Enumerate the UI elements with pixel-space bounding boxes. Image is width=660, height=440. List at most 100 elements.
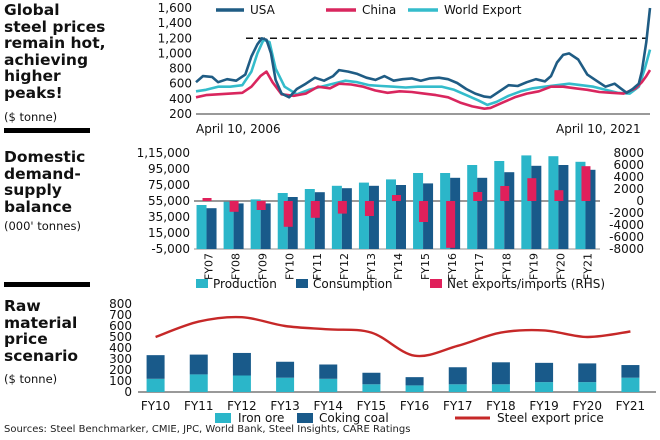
x-tick-label: FY21	[581, 253, 594, 280]
x-tick-label: FY15	[419, 253, 432, 280]
bar-net-exports	[310, 201, 320, 218]
series-line-usa	[195, 7, 652, 99]
y-right-tick-label: 8000	[613, 146, 644, 160]
x-tick-label: FY10	[284, 253, 297, 280]
panel1-title-line: peaks!	[4, 83, 63, 102]
y-tick-label: 15,000	[148, 226, 190, 240]
bar-iron-ore	[146, 378, 165, 392]
y-tick-label: 100	[109, 374, 132, 388]
bar-iron-ore	[448, 384, 467, 392]
bar-iron-ore	[405, 385, 424, 392]
y-tick-label: 700	[109, 308, 132, 322]
x-tick-label: FY14	[313, 399, 343, 413]
legend-label: Net exports/imports (RHS)	[447, 277, 605, 291]
source-note: Sources: Steel Benchmarker, CMIE, JPC, W…	[4, 424, 411, 435]
panel3-title-line: price	[4, 330, 48, 348]
bar-coking-coal	[189, 354, 208, 375]
x-tick-label: FY15	[357, 399, 387, 413]
bar-net-exports	[446, 201, 456, 248]
x-tick-label: FY07	[203, 253, 216, 280]
y-tick-label: 200	[109, 363, 132, 377]
y-tick-label: 1,000	[158, 46, 192, 60]
panel3-title: Raw material price scenario	[4, 298, 78, 364]
bar-production	[277, 193, 288, 249]
bar-coking-coal	[578, 363, 597, 383]
line-steel-export-price	[155, 315, 631, 358]
bar-production	[467, 165, 478, 249]
y-tick-label: 95,000	[148, 162, 190, 176]
panel1-title-line: steel prices	[4, 17, 106, 36]
bar-net-exports	[500, 186, 510, 201]
y-right-tick-label: -4000	[609, 218, 644, 232]
bar-coking-coal	[146, 355, 165, 379]
bar-coking-coal	[232, 352, 251, 376]
panel2-title-line: demand-	[4, 164, 81, 183]
panel1-divider	[4, 128, 90, 133]
bar-production	[358, 182, 369, 249]
bar-consumption	[504, 172, 515, 249]
bar-consumption	[531, 165, 542, 249]
bar-net-exports	[337, 201, 347, 214]
bar-production	[494, 161, 505, 249]
bar-net-exports	[581, 166, 591, 201]
bar-coking-coal	[621, 365, 640, 378]
legend-label: Production	[213, 277, 277, 291]
x-tick-label: FY21	[616, 399, 646, 413]
bar-production	[575, 161, 586, 249]
panel2-title-line: balance	[4, 197, 73, 216]
legend-swatch	[297, 413, 313, 423]
y-tick-label: 75,000	[148, 178, 190, 192]
bar-net-exports	[419, 201, 429, 222]
y-tick-label: 0	[124, 385, 132, 399]
bar-production	[521, 155, 532, 249]
bar-production	[548, 156, 559, 249]
y-right-tick-label: 4000	[613, 170, 644, 184]
bar-production	[196, 205, 207, 249]
bar-consumption	[396, 185, 406, 249]
x-tick-label: FY10	[141, 399, 171, 413]
panel3-title-line: material	[4, 313, 78, 332]
legend-label: Coking coal	[319, 411, 389, 425]
bar-iron-ore	[491, 384, 510, 392]
bar-coking-coal	[362, 372, 381, 385]
x-tick-label: FY16	[400, 399, 430, 413]
series-line-china	[195, 69, 652, 110]
y-tick-label: 400	[169, 92, 192, 106]
bar-consumption	[585, 169, 596, 249]
y-right-tick-label: -6000	[609, 230, 644, 244]
bar-production	[440, 173, 451, 249]
bar-consumption	[206, 208, 217, 249]
bar-consumption	[341, 188, 352, 249]
x-start-label: April 10, 2006	[196, 122, 281, 136]
legend-label: USA	[250, 3, 276, 17]
x-tick-label: FY20	[554, 253, 567, 280]
panel1-title-line: remain hot,	[4, 34, 106, 52]
bar-iron-ore	[319, 378, 338, 392]
y-tick-label: 800	[169, 62, 192, 76]
y-tick-label: 1,15,000	[137, 146, 190, 160]
legend-label: Iron ore	[238, 411, 284, 425]
y-tick-label: 1,600	[158, 1, 192, 15]
bar-consumption	[260, 203, 271, 249]
panel2-divider	[4, 282, 90, 287]
x-tick-label: FY13	[270, 399, 300, 413]
bar-net-exports	[527, 178, 537, 201]
y-right-tick-label: -8000	[609, 242, 644, 256]
bar-iron-ore	[276, 377, 295, 392]
bar-consumption	[477, 177, 488, 249]
y-tick-label: 600	[109, 319, 132, 333]
bar-consumption	[558, 165, 569, 249]
legend-label: Steel export price	[497, 411, 604, 425]
y-tick-label: 500	[109, 330, 132, 344]
bar-consumption	[233, 203, 244, 249]
x-tick-label: FY09	[257, 253, 270, 280]
bar-coking-coal	[276, 361, 295, 378]
bar-production	[331, 185, 342, 249]
x-tick-label: FY17	[443, 399, 473, 413]
y-tick-label: 400	[109, 341, 132, 355]
panel1-title-line: achieving	[4, 50, 89, 69]
x-tick-label: FY18	[486, 399, 516, 413]
panel3-title-line: Raw	[4, 297, 41, 315]
x-tick-label: FY19	[529, 399, 559, 413]
bar-production	[223, 201, 234, 249]
